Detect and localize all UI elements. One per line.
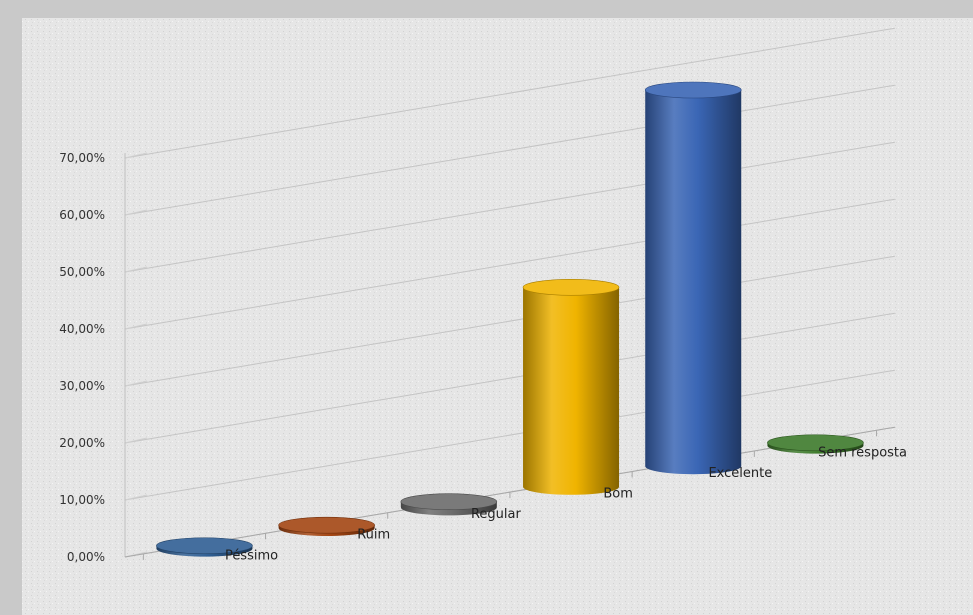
chart-background	[22, 18, 973, 615]
bar	[156, 537, 253, 557]
gridline	[124, 27, 895, 159]
bar	[767, 434, 864, 454]
bars	[156, 81, 864, 557]
y-tick-label: 10,00%	[59, 493, 105, 507]
bar	[522, 279, 620, 495]
axes	[124, 153, 895, 560]
x-tick-label: Bom	[603, 487, 633, 502]
y-tick-label: 70,00%	[59, 151, 105, 165]
gridline	[124, 369, 895, 501]
x-tick-label: Regular	[471, 507, 522, 522]
y-tick-label: 0,00%	[67, 550, 105, 564]
bar	[644, 81, 742, 475]
x-tick-label: Péssimo	[225, 548, 278, 563]
gridline	[124, 141, 895, 273]
gridline	[124, 84, 895, 216]
gridlines	[124, 27, 895, 558]
y-tick-label: 60,00%	[59, 208, 105, 222]
x-tick-label: Excelente	[708, 466, 772, 481]
labels: 0,00% 10,00% 20,00% 30,00% 40,00% 50,00% 60,00…	[59, 151, 907, 564]
y-tick-label: 50,00%	[59, 265, 105, 279]
bar	[400, 493, 498, 516]
bar	[278, 516, 375, 537]
y-tick-label: 20,00%	[59, 436, 105, 450]
x-tick-label: Sem resposta	[818, 445, 907, 460]
y-tick-label: 30,00%	[59, 379, 105, 393]
gridline	[124, 255, 895, 387]
gridline	[124, 312, 895, 444]
gridline	[124, 198, 895, 330]
y-tick-label: 40,00%	[59, 322, 105, 336]
x-tick-label: Ruim	[357, 528, 390, 543]
